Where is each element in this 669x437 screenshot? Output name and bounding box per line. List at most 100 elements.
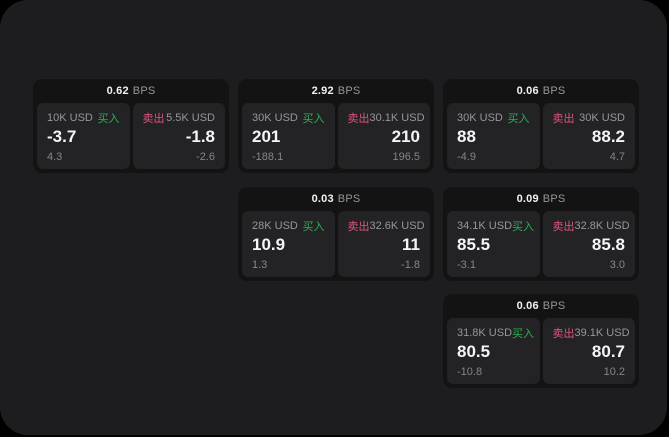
sell-amount: 30.1K USD xyxy=(369,112,425,124)
bps-unit-label: BPS xyxy=(542,193,566,205)
sell-tile-header: 卖出 32.8K USD xyxy=(552,218,630,234)
sell-price: 88.2 xyxy=(591,127,625,146)
buy-tile[interactable]: 28K USD 买入 10.9 1.3 xyxy=(242,211,335,277)
sell-tile[interactable]: 卖出 30K USD 88.2 4.7 xyxy=(542,103,635,169)
sell-delta: -2.6 xyxy=(196,151,215,163)
card-header: 0.03 BPS xyxy=(242,187,430,211)
buy-tile[interactable]: 10K USD 买入 -3.7 4.3 xyxy=(37,103,130,169)
buy-amount: 34.1K USD xyxy=(457,220,513,232)
buy-tile[interactable]: 34.1K USD 买入 85.5 -3.1 xyxy=(447,211,540,277)
buy-amount: 28K USD xyxy=(252,220,298,232)
sell-delta: -1.8 xyxy=(401,259,420,271)
sell-tile-header: 卖出 32.6K USD xyxy=(347,218,425,234)
sell-tile-header: 卖出 39.1K USD xyxy=(552,325,630,341)
buy-side-label: 买入 xyxy=(507,113,530,125)
buy-delta: -188.1 xyxy=(252,151,284,163)
sell-delta: 196.5 xyxy=(392,151,420,163)
bps-value: 0.09 xyxy=(516,193,539,205)
buy-delta: 1.3 xyxy=(252,259,268,271)
card-body: 30K USD 买入 201 -188.1 卖出 30.1K USD 210 1… xyxy=(242,103,430,169)
buy-price: 88 xyxy=(457,127,476,146)
buy-amount: 10K USD xyxy=(47,112,93,124)
sell-side-label: 卖出 xyxy=(552,221,575,233)
buy-tile-header: 30K USD 买入 xyxy=(457,110,530,126)
bps-unit-label: BPS xyxy=(542,300,566,312)
sell-side-label: 卖出 xyxy=(142,113,165,125)
buy-delta: -3.1 xyxy=(457,259,476,271)
card-body: 34.1K USD 买入 85.5 -3.1 卖出 32.8K USD 85.8… xyxy=(447,211,635,277)
sell-price: 210 xyxy=(391,127,420,146)
buy-amount: 31.8K USD xyxy=(457,327,513,339)
sell-price: 11 xyxy=(402,235,420,254)
buy-tile-header: 30K USD 买入 xyxy=(252,110,325,126)
buy-tile[interactable]: 31.8K USD 买入 80.5 -10.8 xyxy=(447,318,540,384)
sell-tile[interactable]: 卖出 39.1K USD 80.7 10.2 xyxy=(542,318,635,384)
sell-tile[interactable]: 卖出 32.6K USD 11 -1.8 xyxy=(337,211,430,277)
card-header: 0.62 BPS xyxy=(37,79,225,103)
buy-price: 201 xyxy=(252,127,281,146)
sell-tile-header: 卖出 30K USD xyxy=(553,110,626,126)
bps-unit-label: BPS xyxy=(337,85,361,97)
bps-unit-label: BPS xyxy=(542,85,566,97)
quote-card: 0.06 BPS 31.8K USD 买入 80.5 -10.8 卖出 39.1… xyxy=(443,294,639,388)
card-header: 0.09 BPS xyxy=(447,187,635,211)
bps-value: 0.62 xyxy=(106,85,129,97)
card-body: 28K USD 买入 10.9 1.3 卖出 32.6K USD 11 -1.8 xyxy=(242,211,430,277)
card-header: 0.06 BPS xyxy=(447,294,635,318)
sell-tile-header: 卖出 5.5K USD xyxy=(143,110,216,126)
sell-amount: 30K USD xyxy=(579,112,625,124)
sell-tile[interactable]: 卖出 5.5K USD -1.8 -2.6 xyxy=(132,103,225,169)
bps-value: 0.06 xyxy=(516,300,539,312)
sell-delta: 4.7 xyxy=(609,151,625,163)
sell-price: 85.8 xyxy=(591,235,625,254)
sell-amount: 5.5K USD xyxy=(166,112,215,124)
sell-price: 80.7 xyxy=(591,342,625,361)
card-header: 0.06 BPS xyxy=(447,79,635,103)
sell-side-label: 卖出 xyxy=(552,328,575,340)
buy-delta: -10.8 xyxy=(457,366,483,378)
card-header: 2.92 BPS xyxy=(242,79,430,103)
bps-unit-label: BPS xyxy=(132,85,156,97)
sell-delta: 10.2 xyxy=(603,366,625,378)
buy-amount: 30K USD xyxy=(252,112,298,124)
buy-side-label: 买入 xyxy=(512,221,535,233)
buy-price: -3.7 xyxy=(47,127,77,146)
buy-side-label: 买入 xyxy=(302,221,325,233)
sell-tile[interactable]: 卖出 30.1K USD 210 196.5 xyxy=(337,103,430,169)
sell-amount: 32.8K USD xyxy=(574,220,630,232)
bps-value: 2.92 xyxy=(311,85,334,97)
buy-delta: 4.3 xyxy=(47,151,63,163)
buy-tile-header: 31.8K USD 买入 xyxy=(457,325,534,341)
bps-unit-label: BPS xyxy=(337,193,361,205)
buy-side-label: 买入 xyxy=(512,328,535,340)
quote-card: 0.03 BPS 28K USD 买入 10.9 1.3 卖出 32.6K US… xyxy=(238,187,434,281)
card-body: 30K USD 买入 88 -4.9 卖出 30K USD 88.2 4.7 xyxy=(447,103,635,169)
buy-price: 85.5 xyxy=(457,235,491,254)
buy-amount: 30K USD xyxy=(457,112,503,124)
bps-value: 0.03 xyxy=(311,193,334,205)
buy-tile-header: 34.1K USD 买入 xyxy=(457,218,534,234)
buy-delta: -4.9 xyxy=(457,151,476,163)
bps-value: 0.06 xyxy=(516,85,539,97)
buy-tile-header: 10K USD 买入 xyxy=(47,110,120,126)
buy-side-label: 买入 xyxy=(302,113,325,125)
buy-price: 80.5 xyxy=(457,342,491,361)
buy-price: 10.9 xyxy=(252,235,286,254)
sell-side-label: 卖出 xyxy=(347,113,370,125)
buy-side-label: 买入 xyxy=(97,113,120,125)
sell-tile-header: 卖出 30.1K USD xyxy=(347,110,425,126)
sell-price: -1.8 xyxy=(185,127,215,146)
quote-card: 0.06 BPS 30K USD 买入 88 -4.9 卖出 30K USD 8… xyxy=(443,79,639,173)
card-body: 10K USD 买入 -3.7 4.3 卖出 5.5K USD -1.8 -2.… xyxy=(37,103,225,169)
buy-tile[interactable]: 30K USD 买入 201 -188.1 xyxy=(242,103,335,169)
sell-tile[interactable]: 卖出 32.8K USD 85.8 3.0 xyxy=(542,211,635,277)
sell-side-label: 卖出 xyxy=(347,221,370,233)
buy-tile-header: 28K USD 买入 xyxy=(252,218,325,234)
quote-card: 0.62 BPS 10K USD 买入 -3.7 4.3 卖出 5.5K USD… xyxy=(33,79,229,173)
quote-card: 2.92 BPS 30K USD 买入 201 -188.1 卖出 30.1K … xyxy=(238,79,434,173)
sell-delta: 3.0 xyxy=(609,259,625,271)
card-body: 31.8K USD 买入 80.5 -10.8 卖出 39.1K USD 80.… xyxy=(447,318,635,384)
sell-amount: 39.1K USD xyxy=(574,327,630,339)
buy-tile[interactable]: 30K USD 买入 88 -4.9 xyxy=(447,103,540,169)
